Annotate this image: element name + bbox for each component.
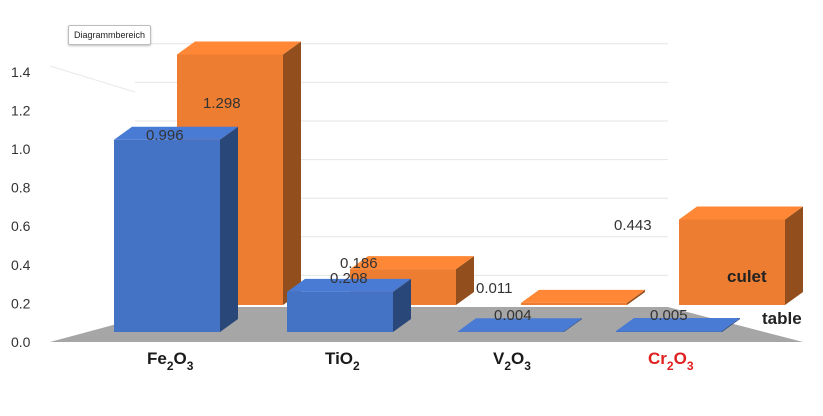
category-label: Cr2O3: [648, 349, 694, 373]
bar-side: [722, 318, 740, 332]
y-tick-label: 0.6: [11, 218, 31, 234]
bar-front: [114, 139, 220, 332]
data-label: 0.996: [146, 127, 184, 144]
category-label: TiO2: [325, 349, 360, 373]
bar-front: [287, 291, 393, 332]
floor: [50, 307, 803, 342]
bar-top: [616, 318, 740, 332]
bar-side: [627, 289, 645, 305]
gridline: [49, 65, 136, 93]
bar-front: [616, 331, 722, 332]
data-label: 0.186: [340, 255, 378, 272]
bar-front: [521, 302, 627, 305]
y-tick-label: 1.0: [11, 141, 31, 157]
bar-side: [456, 256, 474, 305]
bar-table: [458, 318, 582, 332]
bar-table: [287, 278, 411, 332]
bar-top: [521, 289, 645, 303]
series-axis: culet table: [727, 267, 802, 328]
bar-front: [679, 219, 785, 305]
data-label: 0.208: [330, 270, 368, 287]
data-label: 0.011: [476, 280, 512, 297]
bar-front: [458, 331, 564, 332]
series-label: table: [762, 309, 802, 328]
bar-side: [393, 278, 411, 332]
bar-side: [564, 318, 582, 332]
bar-side: [785, 206, 803, 305]
y-tick-label: 1.4: [11, 64, 31, 80]
data-label: 0.004: [494, 307, 532, 324]
y-tick-label: 0.0: [11, 334, 31, 350]
x-axis: Fe2O3 TiO2 V2O3 Cr2O3: [147, 349, 694, 373]
bar-top: [287, 278, 411, 292]
bar-table: [616, 318, 740, 332]
bar-side: [220, 126, 238, 332]
y-tick-label: 0.4: [11, 257, 31, 273]
series-culet: [177, 41, 803, 306]
bar-top: [114, 126, 238, 140]
y-tick-label: 0.8: [11, 180, 31, 196]
category-label: V2O3: [493, 349, 531, 373]
bar-top: [177, 41, 301, 55]
bar-table: [114, 126, 238, 332]
y-axis: 0.0 0.2 0.4 0.6 0.8 1.0 1.2 1.4: [11, 64, 31, 350]
data-label: 0.005: [650, 307, 688, 324]
y-tick-label: 1.2: [11, 102, 31, 118]
data-label: 0.443: [614, 217, 652, 234]
bar-culet: [679, 206, 803, 305]
data-labels: 1.298 0.186 0.011 0.443 0.996 0.208 0.004 0.005: [146, 95, 688, 324]
y-tick-label: 0.2: [11, 295, 31, 311]
bar-top: [350, 256, 474, 270]
bar-side: [283, 41, 301, 306]
bar-top: [679, 206, 803, 220]
series-table: [114, 126, 740, 332]
series-label: culet: [727, 267, 767, 286]
data-label: 1.298: [203, 95, 241, 112]
chart-area-tooltip: Diagrammbereich: [68, 25, 152, 45]
bar-culet: [521, 289, 645, 305]
category-label: Fe2O3: [147, 349, 194, 373]
bar-top: [458, 318, 582, 332]
